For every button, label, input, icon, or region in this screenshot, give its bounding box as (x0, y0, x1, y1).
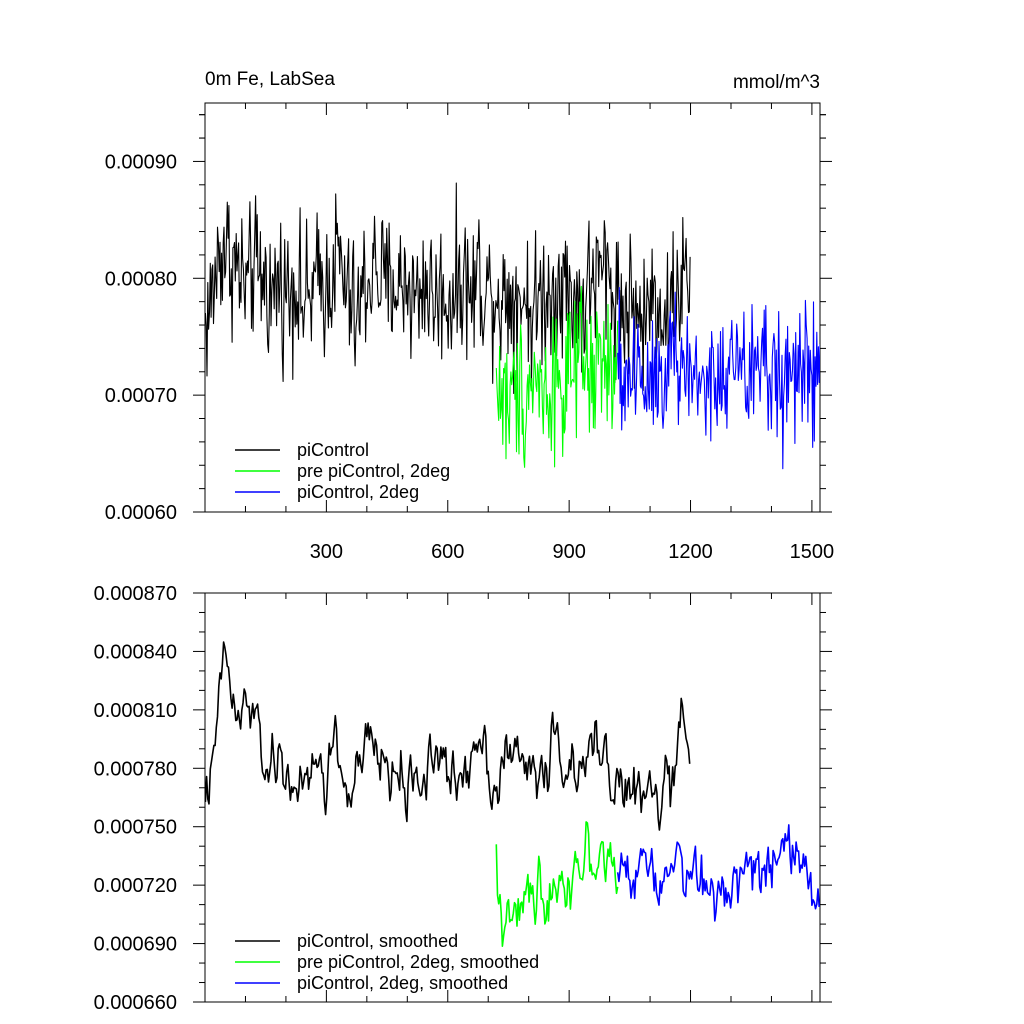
chart-top-series-line (495, 285, 619, 468)
chart-bottom-series-line (616, 824, 820, 922)
chart-top-y-tick-label: 0.00070 (105, 385, 177, 407)
chart-top-title-left: 0m Fe, LabSea (205, 69, 335, 90)
chart-top-x-tick-label: 1500 (790, 541, 835, 563)
chart-bottom-y-tick-label: 0.000780 (94, 758, 177, 780)
chart-top-x-tick-label: 1200 (668, 541, 713, 563)
chart-bottom-y-tick-label: 0.000660 (94, 992, 177, 1014)
chart-bottom-series-line (495, 821, 619, 948)
chart-top-plot-area: 300 600 900 1200 1500 0.00060 0.00070 0.00080 0.… (105, 102, 835, 563)
chart-top-y-tick-label: 0.00090 (105, 151, 177, 173)
chart-top-frame (204, 102, 821, 513)
chart-top-y-tick-label: 0.00060 (105, 502, 177, 524)
chart-bottom-legend-label: pre piControl, 2deg, smoothed (297, 952, 539, 972)
chart-bottom-series-line (205, 641, 691, 831)
chart-top-x-tick-label: 300 (310, 541, 343, 563)
chart-bottom-plot-area: 0.000660 0.000690 0.000720 0.000750 0.000780… (94, 583, 832, 1014)
chart-top-series-line (205, 182, 691, 395)
chart-bottom-y-tick-label: 0.000810 (94, 700, 177, 722)
chart-top-x-tick-label: 600 (431, 541, 464, 563)
chart-top-legend-label: pre piControl, 2deg (297, 461, 450, 481)
chart-top-title-right: mmol/m^3 (733, 72, 820, 93)
chart-bottom-legend-label: piControl, smoothed (297, 931, 458, 951)
chart-bottom-y-tick-label: 0.000690 (94, 934, 177, 956)
chart-top: 0m Fe, LabSea mmol/m^3 300 600 900 1200 1500… (105, 69, 834, 563)
chart-top-legend-label: piControl, 2deg (297, 482, 419, 502)
chart-top-legend-label: piControl (297, 440, 369, 460)
chart-top-series-line (617, 287, 820, 470)
chart-bottom-legend-label: piControl, 2deg, smoothed (297, 973, 508, 993)
chart-bottom-y-tick-label: 0.000870 (94, 583, 177, 605)
chart-bottom-y-tick-label: 0.000720 (94, 875, 177, 897)
chart-bottom-y-tick-label: 0.000750 (94, 817, 177, 839)
chart-top-y-tick-label: 0.00080 (105, 268, 177, 290)
chart-top-x-tick-label: 900 (552, 541, 585, 563)
chart-bottom-y-tick-label: 0.000840 (94, 641, 177, 663)
chart-bottom: 0.000660 0.000690 0.000720 0.000750 0.000780… (94, 583, 832, 1014)
